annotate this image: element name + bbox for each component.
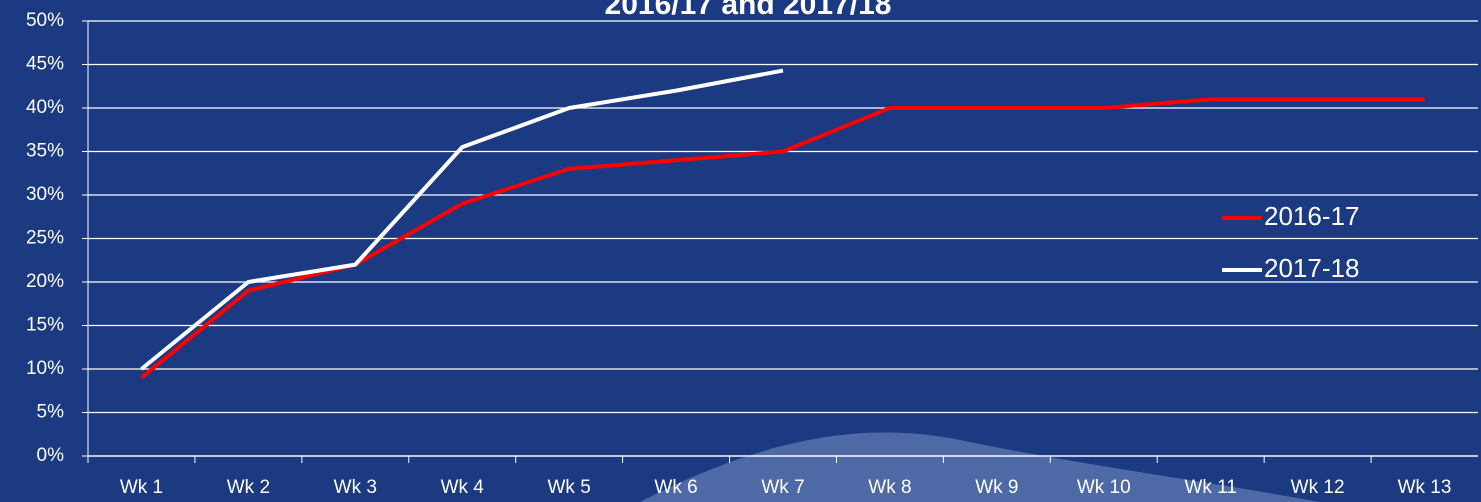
legend-label: 2016-17 bbox=[1264, 201, 1359, 231]
x-tick-label: Wk 4 bbox=[441, 477, 485, 498]
x-tick-label: Wk 11 bbox=[1184, 477, 1236, 498]
y-tick-label: 10% bbox=[26, 358, 64, 379]
chart-title: 2016/17 and 2017/18 bbox=[605, 0, 892, 21]
y-tick-label: 45% bbox=[26, 54, 64, 75]
x-tick-label: Wk 12 bbox=[1291, 477, 1345, 498]
y-tick-label: 20% bbox=[26, 271, 64, 292]
y-tick-label: 50% bbox=[26, 10, 64, 31]
y-tick-label: 5% bbox=[37, 402, 65, 423]
x-tick-label: Wk 6 bbox=[654, 477, 697, 498]
x-tick-label: Wk 2 bbox=[227, 477, 270, 498]
y-tick-label: 25% bbox=[26, 228, 64, 249]
y-tick-label: 40% bbox=[26, 97, 64, 118]
y-tick-label: 0% bbox=[37, 445, 65, 466]
legend-label: 2017-18 bbox=[1264, 253, 1359, 283]
x-tick-label: Wk 8 bbox=[868, 477, 911, 498]
y-tick-label: 15% bbox=[26, 315, 64, 336]
x-tick-label: Wk 9 bbox=[975, 477, 1018, 498]
series-line bbox=[140, 68, 784, 371]
x-tick-label: Wk 7 bbox=[761, 477, 804, 498]
x-tick-label: Wk 1 bbox=[120, 477, 163, 498]
x-tick-label: Wk 5 bbox=[548, 477, 591, 498]
x-tick-label: Wk 3 bbox=[334, 477, 377, 498]
wave-decoration bbox=[640, 432, 1320, 502]
y-tick-label: 30% bbox=[26, 184, 64, 205]
y-tick-label: 35% bbox=[26, 141, 64, 162]
x-tick-label: Wk 13 bbox=[1398, 477, 1452, 498]
x-tick-label: Wk 10 bbox=[1077, 477, 1131, 498]
